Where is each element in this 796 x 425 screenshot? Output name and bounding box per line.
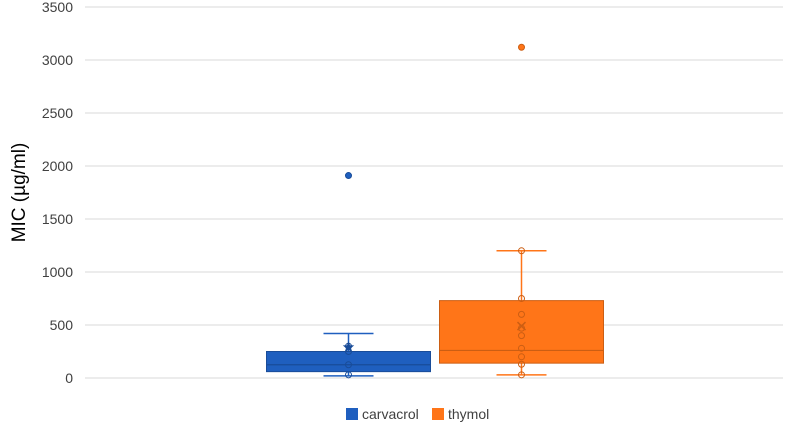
data-point xyxy=(518,295,525,302)
data-point xyxy=(345,361,352,369)
data-point xyxy=(518,344,525,352)
legend-label: carvacrol xyxy=(362,406,419,422)
legend-item-thymol: thymol xyxy=(432,406,489,422)
y-tick-label: 2000 xyxy=(42,158,73,174)
y-tick-label: 500 xyxy=(50,317,74,333)
legend-swatch xyxy=(346,408,358,420)
data-point xyxy=(518,247,525,255)
outlier-point xyxy=(345,172,352,180)
y-tick-label: 0 xyxy=(65,370,73,386)
y-axis-label: MIC (µg/ml) xyxy=(9,143,30,243)
data-point xyxy=(518,353,525,361)
data-point xyxy=(345,371,352,379)
legend: carvacrol thymol xyxy=(346,406,489,422)
data-point xyxy=(518,332,525,340)
mean-marker xyxy=(342,341,355,353)
data-point xyxy=(518,371,525,379)
mean-marker xyxy=(516,321,527,331)
y-tick-label: 3000 xyxy=(42,52,73,68)
outlier-point xyxy=(518,43,525,51)
y-tick-label: 1000 xyxy=(42,264,73,280)
box-thymol xyxy=(439,43,604,379)
data-point xyxy=(518,360,525,368)
gridlines xyxy=(85,6,783,379)
legend-label: thymol xyxy=(448,406,489,422)
y-tick-label: 2500 xyxy=(42,105,73,121)
legend-swatch xyxy=(432,408,444,420)
legend-item-carvacrol: carvacrol xyxy=(346,406,419,422)
box-series xyxy=(266,43,604,379)
y-tick-label: 3500 xyxy=(42,0,73,15)
y-axis-tick-labels: 0 500 1000 1500 2000 2500 3000 3500 xyxy=(42,0,73,386)
box-carvacrol xyxy=(266,172,431,379)
data-point xyxy=(518,310,525,318)
y-tick-label: 1500 xyxy=(42,211,73,227)
